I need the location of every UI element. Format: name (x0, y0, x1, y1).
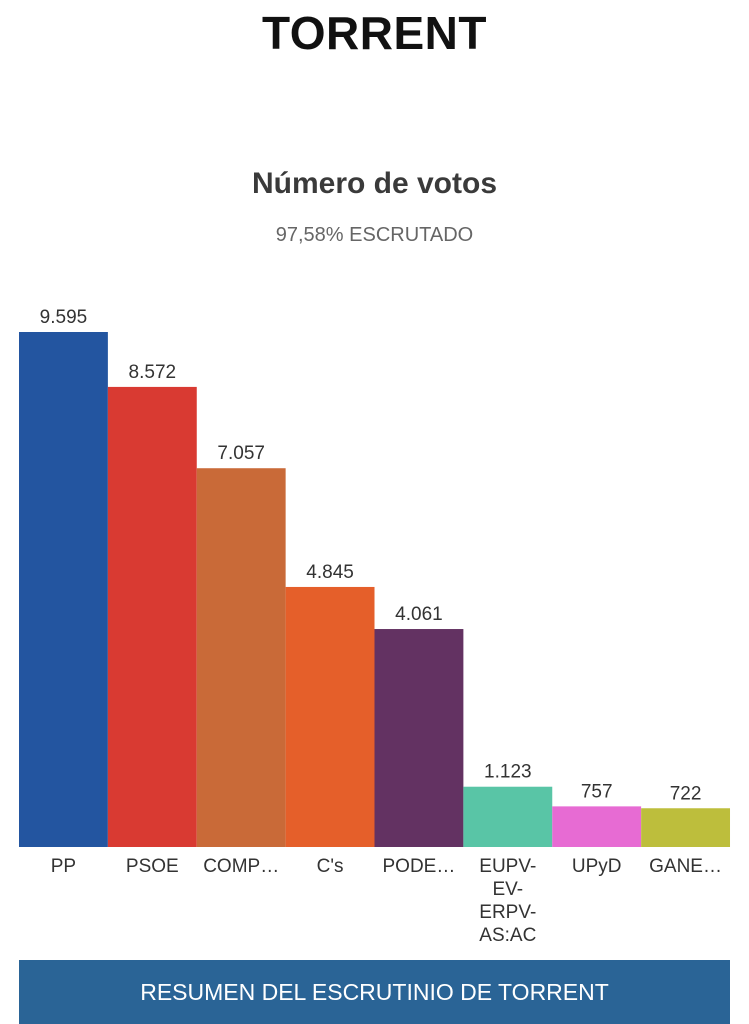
category-label-pode: PODE… (383, 856, 456, 877)
value-label-c-s: 4.845 (306, 562, 354, 583)
summary-button-label: RESUMEN DEL ESCRUTINIO DE TORRENT (140, 978, 609, 1005)
bar-pode (374, 629, 464, 847)
value-label-pp: 9.595 (40, 307, 88, 328)
bar-gane (641, 808, 731, 847)
value-label-pode: 4.061 (395, 604, 443, 625)
bar-eupv-ev-erpv-as-ac (463, 786, 553, 847)
summary-button[interactable]: RESUMEN DEL ESCRUTINIO DE TORRENT (19, 960, 730, 1024)
category-label-upyd: UPyD (572, 856, 622, 877)
category-label-psoe: PSOE (126, 856, 179, 877)
value-label-gane: 722 (670, 783, 702, 804)
category-label-gane: GANE… (649, 856, 722, 877)
city-title: TORRENT (262, 7, 487, 59)
bar-upyd (552, 806, 642, 847)
category-label-eupv-ev-erpv-as-ac: EUPV-EV-ERPV-AS:AC (479, 856, 536, 946)
category-label-c-s: C's (317, 856, 344, 877)
bar-comp (196, 468, 286, 847)
value-label-eupv-ev-erpv-as-ac: 1.123 (484, 762, 532, 783)
bar-c-s (285, 586, 375, 847)
category-label-pp: PP (51, 856, 76, 877)
bar-pp (19, 332, 108, 847)
chart-subtitle: 97,58% ESCRUTADO (275, 224, 474, 246)
chart-title: Número de votos (251, 167, 498, 200)
bar-chart: 9.595 PP 8.572 PSOE 7.057 COMP… 4.845 C's 4.061 P… (19, 307, 731, 946)
value-label-psoe: 8.572 (129, 362, 177, 383)
bar-psoe (107, 386, 197, 847)
value-label-comp: 7.057 (217, 443, 265, 464)
value-label-upyd: 757 (581, 781, 613, 802)
category-label-comp: COMP… (203, 856, 279, 877)
